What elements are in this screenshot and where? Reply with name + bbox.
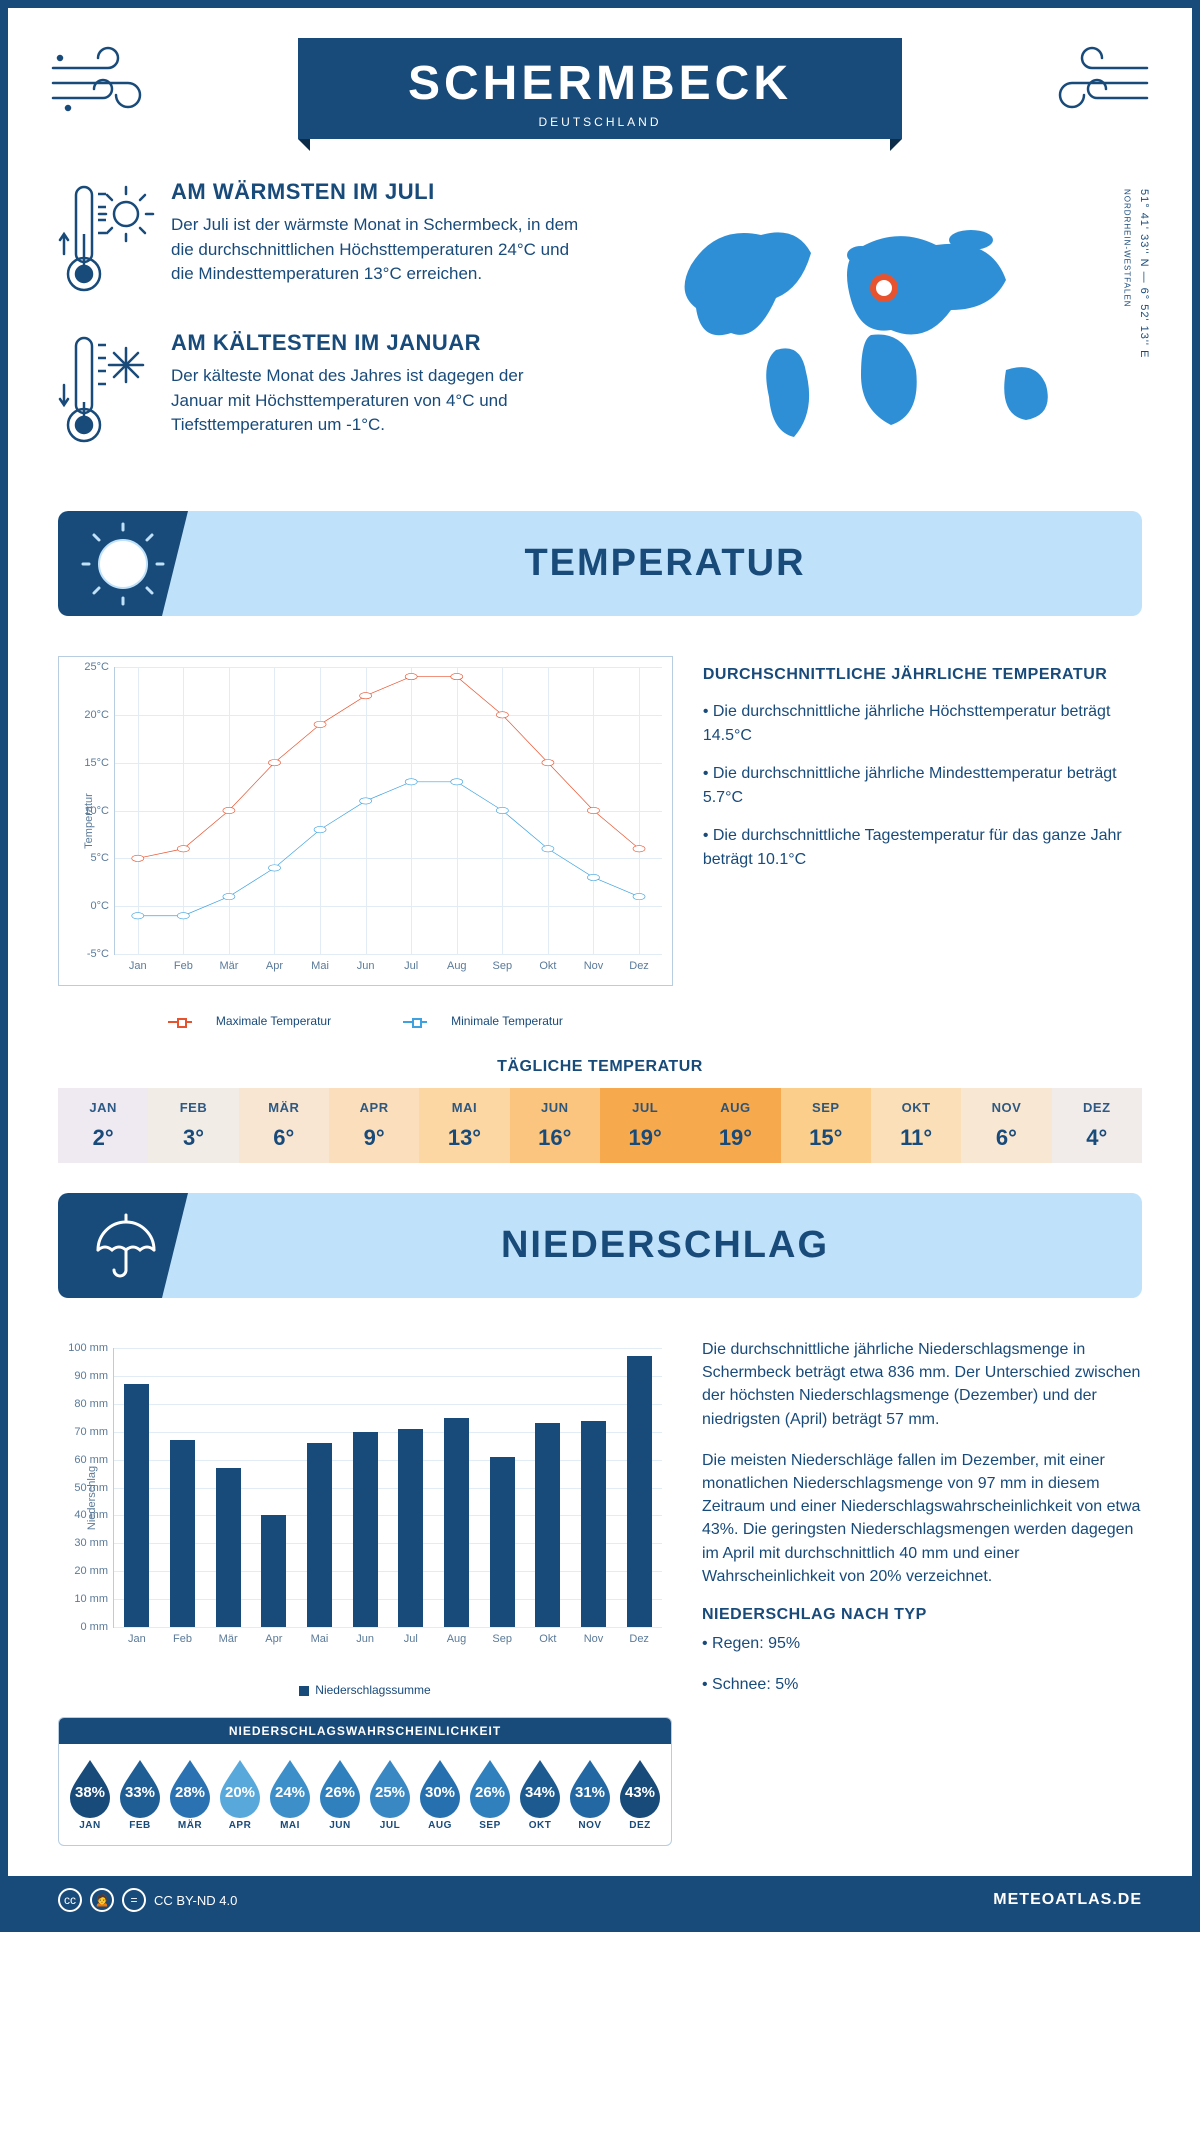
temperature-info: DURCHSCHNITTLICHE JÄHRLICHE TEMPERATUR •… xyxy=(703,656,1142,1028)
probability-drop: 26%JUN xyxy=(317,1758,363,1831)
thermometer-hot-icon xyxy=(58,179,153,304)
chart-ylabel: Temperatur xyxy=(83,793,95,849)
probability-drop: 38%JAN xyxy=(67,1758,113,1831)
info-title: DURCHSCHNITTLICHE JÄHRLICHE TEMPERATUR xyxy=(703,666,1142,684)
probability-box: NIEDERSCHLAGSWAHRSCHEINLICHKEIT 38%JAN 3… xyxy=(58,1717,672,1846)
precipitation-left: Niederschlag 0 mm10 mm20 mm30 mm40 mm50 … xyxy=(58,1338,672,1846)
thermometer-cold-icon xyxy=(58,330,153,455)
footer: cc 🙍 = CC BY-ND 4.0 METEOATLAS.DE xyxy=(8,1876,1192,1924)
wind-icon xyxy=(1032,43,1152,123)
precipitation-body: Niederschlag 0 mm10 mm20 mm30 mm40 mm50 … xyxy=(8,1318,1192,1866)
bar xyxy=(398,1429,423,1627)
probability-drop: 26%SEP xyxy=(467,1758,513,1831)
coords-line: 51° 41' 33'' N — 6° 52' 13'' E xyxy=(1138,189,1150,358)
bar xyxy=(124,1384,149,1627)
probability-drop: 43%DEZ xyxy=(617,1758,663,1831)
title-banner: SCHERMBECK DEUTSCHLAND xyxy=(298,38,902,139)
probability-drop: 24%MAI xyxy=(267,1758,313,1831)
by-icon: 🙍 xyxy=(90,1888,114,1912)
bar xyxy=(216,1468,241,1627)
site-name: METEOATLAS.DE xyxy=(993,1891,1142,1909)
daily-temp-title: TÄGLICHE TEMPERATUR xyxy=(8,1058,1192,1076)
info-bullet: • Die durchschnittliche Tagestemperatur … xyxy=(703,824,1142,872)
month-cell: JUL19° xyxy=(600,1088,690,1163)
temperature-body: Temperatur -5°C0°C5°C10°C15°C20°C25°CJan… xyxy=(8,636,1192,1038)
month-cell: FEB3° xyxy=(148,1088,238,1163)
hottest-title: AM WÄRMSTEN IM JULI xyxy=(171,179,580,205)
info-bullet: • Die durchschnittliche jährliche Mindes… xyxy=(703,762,1142,810)
month-cell: SEP15° xyxy=(781,1088,871,1163)
bar xyxy=(353,1432,378,1627)
bar xyxy=(627,1356,652,1627)
license-label: CC BY-ND 4.0 xyxy=(154,1893,237,1908)
temperature-chart-area: Temperatur -5°C0°C5°C10°C15°C20°C25°CJan… xyxy=(58,656,673,1028)
section-title: TEMPERATUR xyxy=(188,542,1142,585)
month-cell: OKT11° xyxy=(871,1088,961,1163)
intro-left: AM WÄRMSTEN IM JULI Der Juli ist der wär… xyxy=(58,179,580,481)
month-cell: AUG19° xyxy=(690,1088,780,1163)
precipitation-text: Die durchschnittliche jährliche Niedersc… xyxy=(702,1338,1142,1431)
nd-icon: = xyxy=(122,1888,146,1912)
month-cell: MÄR6° xyxy=(239,1088,329,1163)
probability-drop: 31%NOV xyxy=(567,1758,613,1831)
bar-legend: Niederschlagssumme xyxy=(58,1683,672,1697)
precipitation-type: • Schnee: 5% xyxy=(702,1673,1142,1696)
umbrella-icon xyxy=(58,1193,188,1298)
bar xyxy=(261,1515,286,1627)
bar xyxy=(444,1418,469,1627)
month-cell: JUN16° xyxy=(510,1088,600,1163)
license: cc 🙍 = CC BY-ND 4.0 xyxy=(58,1888,237,1912)
precipitation-type-title: NIEDERSCHLAG NACH TYP xyxy=(702,1606,1142,1624)
coldest-text: Der kälteste Monat des Jahres ist dagege… xyxy=(171,364,580,438)
country-subtitle: DEUTSCHLAND xyxy=(408,115,792,129)
probability-drop: 30%AUG xyxy=(417,1758,463,1831)
probability-drop: 33%FEB xyxy=(117,1758,163,1831)
bar xyxy=(490,1457,515,1627)
city-title: SCHERMBECK xyxy=(408,56,792,111)
coldest-title: AM KÄLTESTEN IM JANUAR xyxy=(171,330,580,356)
sun-icon xyxy=(58,511,188,616)
daily-temperature-grid: JAN2°FEB3°MÄR6°APR9°MAI13°JUN16°JUL19°AU… xyxy=(58,1088,1142,1163)
precipitation-type: • Regen: 95% xyxy=(702,1632,1142,1655)
precipitation-chart: Niederschlag 0 mm10 mm20 mm30 mm40 mm50 … xyxy=(58,1338,672,1658)
intro-right: 51° 41' 33'' N — 6° 52' 13'' E NORDRHEIN… xyxy=(620,179,1142,481)
chart-legend: Maximale TemperaturMinimale Temperatur xyxy=(58,1014,673,1028)
section-header-temperature: TEMPERATUR xyxy=(58,511,1142,616)
bar xyxy=(535,1423,560,1627)
intro-section: AM WÄRMSTEN IM JULI Der Juli ist der wär… xyxy=(8,149,1192,491)
probability-drop: 34%OKT xyxy=(517,1758,563,1831)
section-title: NIEDERSCHLAG xyxy=(188,1224,1142,1267)
cc-icon: cc xyxy=(58,1888,82,1912)
world-map-icon xyxy=(661,210,1101,450)
month-cell: APR9° xyxy=(329,1088,419,1163)
coldest-block: AM KÄLTESTEN IM JANUAR Der kälteste Mona… xyxy=(58,330,580,455)
page: SCHERMBECK DEUTSCHLAND AM WÄRMSTEN IM JU… xyxy=(0,0,1200,1932)
month-cell: MAI13° xyxy=(419,1088,509,1163)
bar xyxy=(170,1440,195,1627)
hottest-block: AM WÄRMSTEN IM JULI Der Juli ist der wär… xyxy=(58,179,580,304)
section-header-precipitation: NIEDERSCHLAG xyxy=(58,1193,1142,1298)
coords-region: NORDRHEIN-WESTFALEN xyxy=(1122,189,1131,308)
wind-icon xyxy=(48,43,168,123)
probability-drop: 20%APR xyxy=(217,1758,263,1831)
header: SCHERMBECK DEUTSCHLAND xyxy=(8,8,1192,149)
bar xyxy=(307,1443,332,1627)
probability-drop: 28%MÄR xyxy=(167,1758,213,1831)
bar-legend-label: Niederschlagssumme xyxy=(315,1683,430,1697)
month-cell: JAN2° xyxy=(58,1088,148,1163)
month-cell: DEZ4° xyxy=(1052,1088,1142,1163)
probability-drop: 25%JUL xyxy=(367,1758,413,1831)
hottest-text: Der Juli ist der wärmste Monat in Scherm… xyxy=(171,213,580,287)
probability-title: NIEDERSCHLAGSWAHRSCHEINLICHKEIT xyxy=(59,1718,671,1744)
bar xyxy=(581,1421,606,1627)
info-bullet: • Die durchschnittliche jährliche Höchst… xyxy=(703,700,1142,748)
precipitation-right: Die durchschnittliche jährliche Niedersc… xyxy=(702,1338,1142,1846)
coordinates: 51° 41' 33'' N — 6° 52' 13'' E NORDRHEIN… xyxy=(1117,189,1152,358)
temperature-chart: Temperatur -5°C0°C5°C10°C15°C20°C25°CJan… xyxy=(58,656,673,986)
month-cell: NOV6° xyxy=(961,1088,1051,1163)
precipitation-text: Die meisten Niederschläge fallen im Deze… xyxy=(702,1449,1142,1588)
